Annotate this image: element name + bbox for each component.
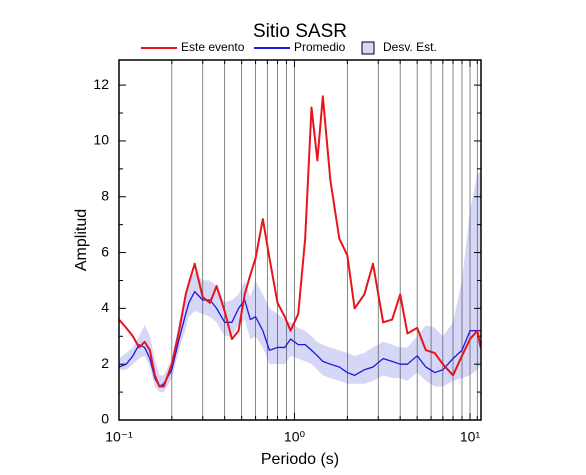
y-tick-label: 0 [101,411,109,427]
y-tick-label: 6 [101,243,109,259]
y-axis-label: Amplitud [73,209,90,271]
std-band [119,171,481,393]
x-tick-label: 10¹ [460,429,481,445]
legend-label: Promedio [294,40,346,54]
y-tick-label: 4 [101,299,109,315]
x-tick-label: 10⁰ [284,429,306,445]
chart-title: Sitio SASR [253,21,347,42]
y-tick-label: 12 [93,76,109,92]
legend-label: Este evento [181,40,245,54]
y-tick-label: 10 [93,132,109,148]
x-tick-label: 10⁻¹ [105,429,133,445]
plot-frame [118,59,482,421]
y-tick-label: 2 [101,355,109,371]
legend-swatch [361,41,375,55]
y-tick-label: 8 [101,187,109,203]
series-line [118,95,482,388]
x-axis-label: Periodo (s) [261,451,339,468]
legend-label: Desv. Est. [383,40,437,54]
